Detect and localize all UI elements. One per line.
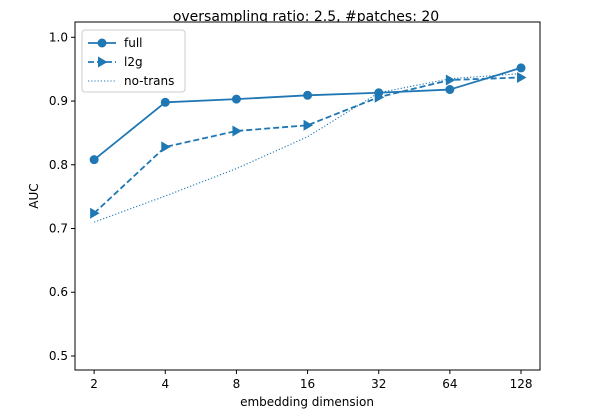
x-tick-label: 4 — [161, 377, 169, 391]
x-axis: 2 4 8 16 32 64 128 — [90, 370, 532, 391]
data-point-l2g — [374, 91, 385, 103]
data-point-l2g — [517, 71, 527, 83]
legend: full l2g no-trans — [81, 29, 186, 93]
x-tick-label: 64 — [442, 377, 457, 391]
y-tick-label: 1.0 — [49, 30, 68, 44]
y-tick-label: 0.5 — [49, 349, 68, 363]
y-tick-label: 0.6 — [49, 285, 68, 299]
y-tick-label: 0.7 — [49, 222, 68, 236]
data-point-l2g — [445, 74, 456, 86]
legend-marker-l2g — [98, 56, 108, 68]
x-tick-label: 16 — [300, 377, 315, 391]
legend-label-full: full — [124, 36, 143, 50]
x-tick-label: 32 — [371, 377, 386, 391]
data-point-full — [89, 155, 99, 165]
series-layer — [89, 63, 527, 223]
data-point-l2g — [90, 207, 100, 219]
data-point-full — [445, 85, 455, 95]
data-point-l2g — [232, 125, 242, 137]
data-point-full — [231, 94, 241, 104]
data-point-full — [516, 63, 526, 73]
y-axis-label: AUC — [27, 183, 41, 208]
x-tick-label: 8 — [233, 377, 241, 391]
x-axis-label: embedding dimension — [240, 395, 374, 409]
data-point-l2g — [303, 119, 314, 131]
legend-label-l2g: l2g — [124, 55, 143, 69]
series-full — [89, 63, 526, 165]
x-tick-label: 2 — [90, 377, 98, 391]
data-point-l2g — [161, 141, 171, 153]
data-point-full — [160, 97, 170, 107]
series-l2g — [90, 71, 527, 219]
y-tick-label: 0.8 — [49, 158, 68, 172]
chart-title: oversampling ratio: 2.5, #patches: 20 — [173, 9, 439, 25]
y-axis: 0.5 0.6 0.7 0.8 0.9 1.0 — [49, 30, 75, 363]
y-tick-label: 0.9 — [49, 94, 68, 108]
data-point-full — [303, 90, 313, 100]
legend-marker-full — [97, 38, 107, 48]
legend-label-no-trans: no-trans — [124, 74, 174, 88]
legend-box — [81, 29, 186, 93]
x-tick-label: 128 — [510, 377, 533, 391]
